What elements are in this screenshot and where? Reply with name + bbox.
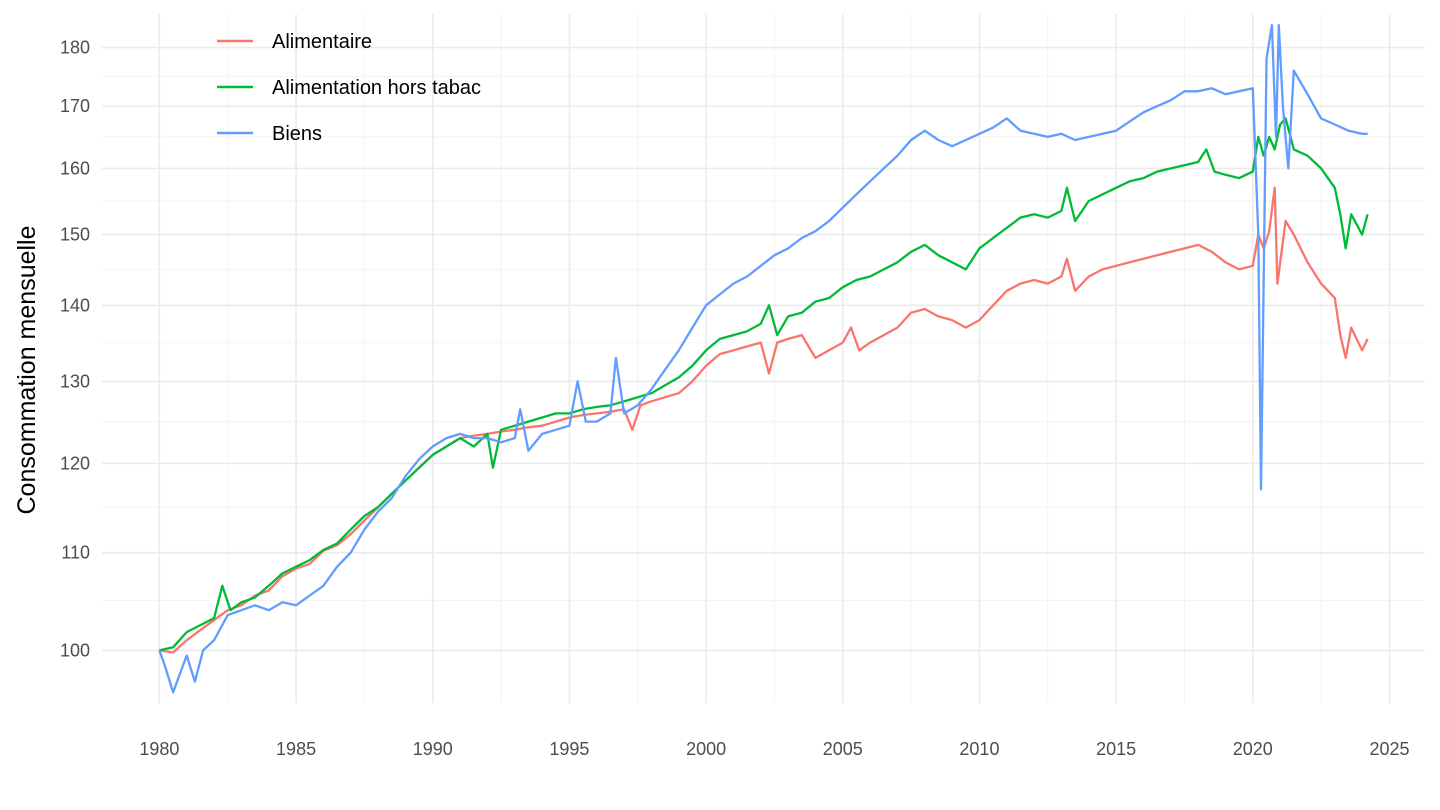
x-tick-label: 2025 — [1369, 739, 1409, 759]
x-tick-label: 1985 — [276, 739, 316, 759]
y-tick-label: 150 — [60, 225, 90, 245]
series-lines — [158, 23, 1369, 694]
series-line-3 — [158, 23, 1368, 694]
x-tick-label: 2010 — [959, 739, 999, 759]
x-tick-label: 1995 — [549, 739, 589, 759]
y-tick-label: 110 — [61, 543, 90, 563]
x-tick-label: 2015 — [1096, 739, 1136, 759]
y-tick-label: 130 — [60, 371, 90, 391]
y-tick-label: 180 — [60, 38, 90, 58]
y-axis-title: Consommation mensuelle — [13, 225, 41, 514]
x-tick-label: 1990 — [413, 739, 453, 759]
y-tick-label: 120 — [60, 453, 90, 473]
y-tick-label: 140 — [60, 295, 90, 315]
x-tick-label: 2005 — [823, 739, 863, 759]
x-tick-label: 1980 — [139, 739, 179, 759]
grid — [102, 14, 1425, 703]
series-line-2 — [159, 117, 1369, 652]
x-tick-label: 2000 — [686, 739, 726, 759]
x-tick-label: 2020 — [1233, 739, 1273, 759]
x-axis-tick-labels: 1980 1985 1990 1995 2000 2005 2010 2015 2020 2025 — [139, 739, 1409, 759]
legend-label-2: Alimentation hors tabac — [272, 77, 481, 99]
y-axis-tick-labels: 100 110 120 130 140 150 160 170 180 — [60, 38, 90, 661]
legend-label-3: Biens — [272, 123, 322, 145]
legend: Alimentaire Alimentation hors tabac Biens — [217, 31, 481, 145]
legend-label-1: Alimentaire — [272, 31, 372, 53]
y-tick-label: 160 — [60, 158, 90, 178]
y-tick-label: 100 — [60, 640, 90, 660]
series-line-1 — [159, 186, 1369, 654]
y-tick-label: 170 — [60, 96, 90, 116]
